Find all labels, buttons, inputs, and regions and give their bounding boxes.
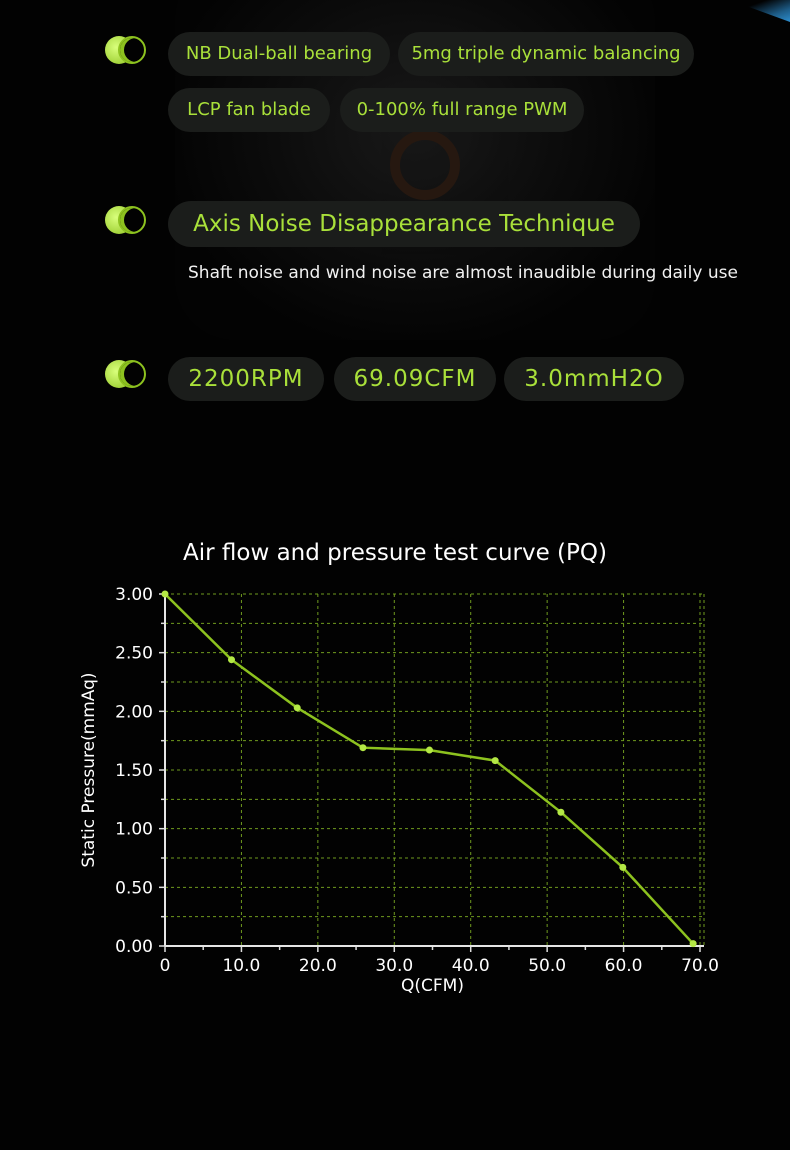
bullet-circles-icon: [105, 360, 147, 388]
x-tick-label: 0: [160, 956, 171, 976]
data-point: [689, 940, 697, 948]
data-point: [293, 704, 301, 712]
data-point: [619, 863, 627, 871]
spec-rpm-pill: 2200RPM: [168, 357, 324, 401]
y-tick-label: 3.00: [115, 585, 153, 605]
pq-chart: 0 10.0 20.0 30.0 40.0 50.0 60.0 70.0 0.00 0.50 1.0…: [79, 585, 719, 996]
bullet-circles-icon: [105, 206, 147, 234]
x-axis-label: Q(CFM): [401, 976, 464, 996]
noise-title-pill: Axis Noise Disappearance Technique: [168, 201, 640, 247]
x-tick-label: 70.0: [681, 956, 719, 976]
feature-balancing-pill: 5mg triple dynamic balancing: [398, 32, 694, 76]
feature-blade-pill: LCP fan blade: [168, 88, 330, 132]
spec-cfm-pill: 69.09CFM: [334, 357, 496, 401]
data-point: [425, 746, 433, 754]
x-tick-label: 10.0: [222, 956, 260, 976]
y-tick-label: 2.00: [115, 702, 153, 722]
data-point: [161, 590, 169, 598]
corner-accent: [730, 0, 790, 22]
data-point: [359, 744, 367, 752]
feature-bearing-pill: NB Dual-ball bearing: [168, 32, 390, 76]
feature-pwm-pill: 0-100% full range PWM: [340, 88, 584, 132]
x-tick-label: 20.0: [299, 956, 337, 976]
y-axis-label: Static Pressure(mmAq): [79, 672, 99, 867]
data-point: [227, 656, 235, 664]
y-tick-label: 1.50: [115, 761, 153, 781]
data-point: [491, 757, 499, 765]
x-tick-label: 60.0: [605, 956, 643, 976]
x-tick-label: 30.0: [375, 956, 413, 976]
spec-pressure-pill: 3.0mmH2O: [504, 357, 684, 401]
chart-title: Air flow and pressure test curve (PQ): [183, 540, 607, 566]
noise-description: Shaft noise and wind noise are almost in…: [188, 263, 738, 283]
y-tick-label: 2.50: [115, 644, 153, 664]
bullet-circles-icon: [105, 36, 147, 64]
x-tick-label: 40.0: [452, 956, 490, 976]
y-tick-label: 0.50: [115, 878, 153, 898]
data-point: [557, 808, 565, 816]
y-tick-label: 0.00: [115, 937, 153, 957]
y-tick-label: 1.00: [115, 820, 153, 840]
series-line: [164, 593, 695, 945]
x-tick-label: 50.0: [528, 956, 566, 976]
